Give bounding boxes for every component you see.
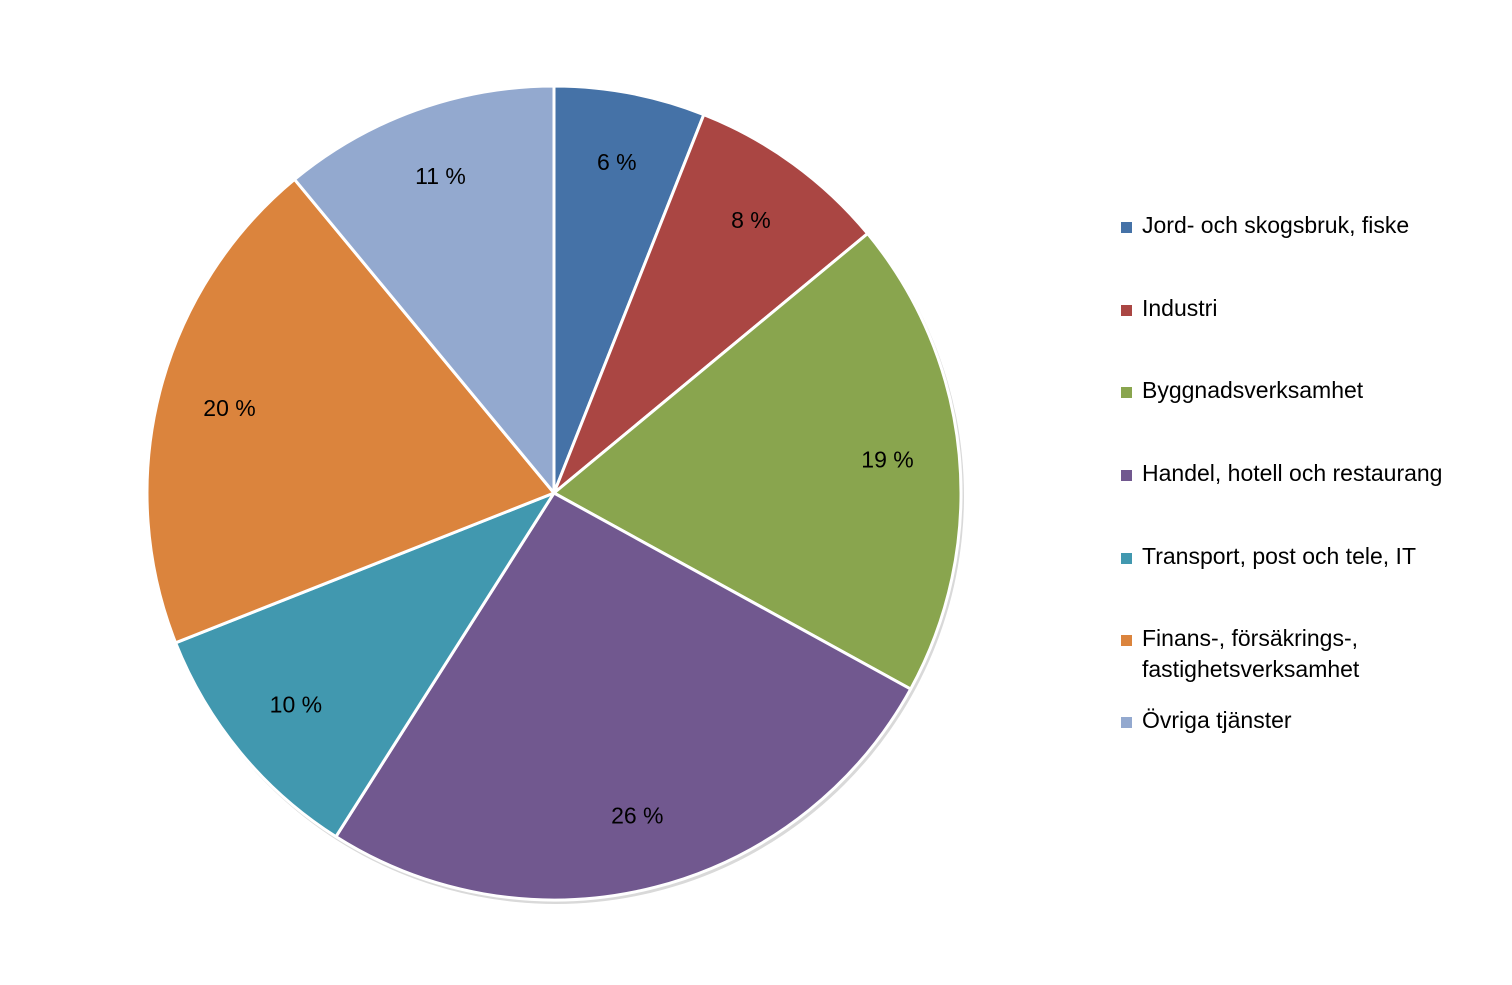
legend-item-finans: Finans-, försäkrings-, fastighetsverksam…: [1121, 623, 1492, 685]
pie-slice-3: [334, 491, 913, 902]
legend-item-jord-och-skogsbruk: Jord- och skogsbruk, fiske: [1121, 210, 1492, 241]
legend-label-line2: fastighetsverksamhet: [1142, 656, 1360, 682]
legend-label-line1: Finans-, försäkrings-,: [1142, 625, 1359, 651]
pie-data-label-4: 10 %: [270, 692, 322, 718]
pie-data-label-0: 6 %: [597, 149, 637, 175]
legend-item-industri: Industri: [1121, 293, 1492, 324]
pie-slice-2: [552, 232, 963, 691]
legend-swatch: [1121, 717, 1132, 728]
legend-label: Transport, post och tele, IT: [1142, 543, 1416, 569]
pie-data-labels: 6 % 8 % 19 % 26 % 10 % 20 % 11 %: [203, 149, 913, 829]
pie-slice-1: [552, 113, 870, 495]
pie-slices: [145, 84, 964, 904]
pie-data-label-3: 26 %: [611, 803, 663, 829]
legend-swatch: [1121, 305, 1132, 316]
legend-item-byggnadsverksamhet: Byggnadsverksamhet: [1121, 375, 1492, 406]
legend-label: Industri: [1142, 295, 1218, 321]
legend-item-transport: Transport, post och tele, IT: [1121, 541, 1492, 572]
legend-label: Finans-, försäkrings-, fastighetsverksam…: [1142, 623, 1492, 685]
legend-swatch: [1121, 635, 1132, 646]
pie-slice-0: [552, 84, 706, 495]
pie-data-label-2: 19 %: [861, 447, 913, 473]
legend-swatch: [1121, 387, 1132, 398]
pie-data-label-6: 11 %: [415, 163, 466, 189]
legend-item-ovriga-tjanster: Övriga tjänster: [1121, 705, 1492, 736]
legend-label: Handel, hotell och restaurang: [1142, 460, 1443, 486]
legend-item-handel: Handel, hotell och restaurang: [1121, 458, 1492, 489]
legend-label: Övriga tjänster: [1142, 707, 1292, 733]
legend-swatch: [1121, 553, 1132, 564]
pie-slice-4: [174, 491, 556, 839]
pie-slice-6: [293, 84, 556, 495]
pie-data-label-5: 20 %: [203, 395, 255, 421]
pie-data-label-1: 8 %: [731, 207, 771, 233]
pie-slice-5: [145, 177, 556, 645]
legend-label: Jord- och skogsbruk, fiske: [1142, 212, 1410, 238]
legend-swatch: [1121, 470, 1132, 481]
legend-label: Byggnadsverksamhet: [1142, 377, 1364, 403]
legend-swatch: [1121, 222, 1132, 233]
